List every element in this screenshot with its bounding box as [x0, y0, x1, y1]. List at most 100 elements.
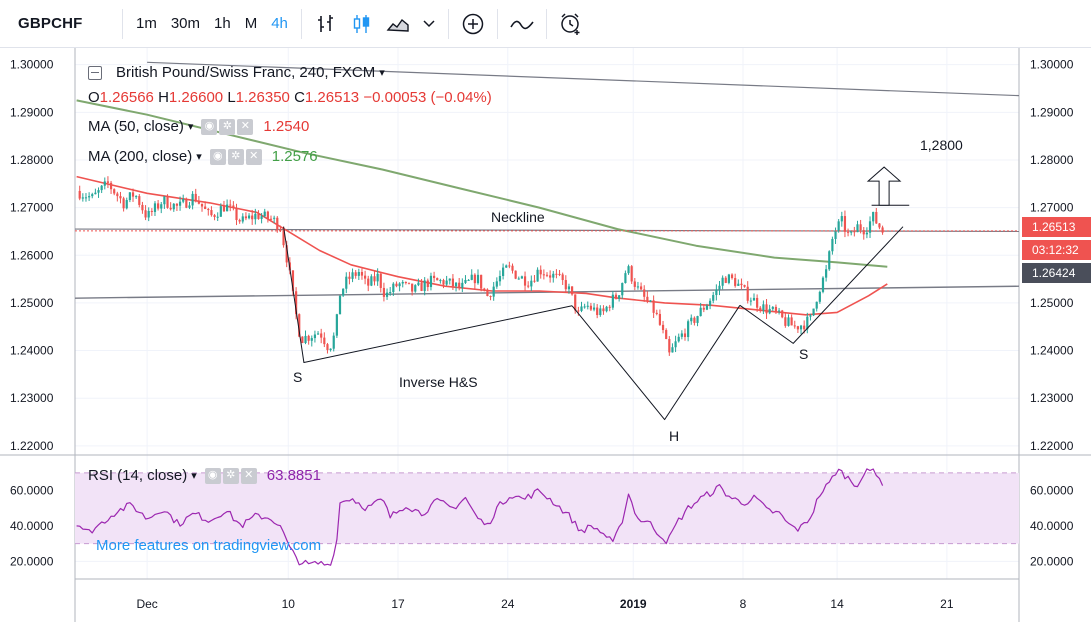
candle-down: [360, 272, 364, 276]
candle-up: [160, 204, 163, 209]
candle-up: [182, 198, 185, 202]
ma50-value: 1.2540: [263, 118, 310, 135]
ohlc-close: 1.26513: [304, 89, 360, 106]
candle-up: [125, 200, 128, 209]
candle-up: [737, 283, 740, 286]
close-icon[interactable]: ✕: [240, 467, 257, 484]
close-icon[interactable]: ✕: [245, 148, 262, 165]
candle-up: [376, 273, 379, 282]
chevron-down-icon[interactable]: ▾: [196, 151, 202, 163]
candle-down: [668, 339, 671, 353]
candle-down: [577, 310, 580, 312]
gear-icon[interactable]: ✲: [222, 467, 239, 484]
interval-1h[interactable]: 1h: [214, 15, 231, 32]
candle-down: [150, 210, 153, 212]
chevron-down-icon[interactable]: [416, 6, 442, 42]
candle-down: [639, 286, 643, 290]
candle-style-icon[interactable]: [344, 6, 380, 42]
candle-down: [197, 201, 200, 204]
eye-icon[interactable]: ◉: [209, 148, 226, 165]
candle-down: [229, 204, 232, 206]
gear-icon[interactable]: ✲: [227, 148, 244, 165]
price-tick-right: 1.30000: [1030, 58, 1074, 72]
candle-down: [458, 282, 461, 288]
candle-up: [335, 314, 338, 336]
chevron-down-icon[interactable]: ▾: [187, 121, 194, 133]
candle-down: [194, 193, 197, 202]
candle-up: [329, 348, 332, 351]
add-indicator-icon[interactable]: [455, 6, 491, 42]
price-tick-left: 1.27000: [10, 201, 54, 215]
bar-style-icon[interactable]: [308, 6, 344, 42]
date-tick: 17: [391, 597, 405, 611]
candle-down: [862, 230, 865, 235]
candle-down: [364, 275, 367, 279]
candle-up: [715, 289, 718, 296]
ma50-label[interactable]: MA (50, close): [88, 118, 184, 135]
alert-clock-icon[interactable]: [553, 6, 589, 42]
symbol-selector[interactable]: GBPCHF: [18, 15, 83, 32]
candle-up: [178, 201, 182, 206]
candle-down: [881, 227, 884, 233]
candle-down: [320, 333, 323, 338]
candle-up: [611, 294, 614, 308]
candle-down: [109, 182, 113, 190]
candles: [75, 176, 1019, 356]
candle-down: [724, 277, 727, 283]
rsi-tick-right: 20.0000: [1030, 554, 1074, 568]
left-shoulder-outline: [283, 226, 573, 363]
candle-up: [850, 231, 853, 233]
candle-down: [251, 215, 254, 220]
rsi-tick-right: 60.0000: [1030, 484, 1074, 498]
interval-1m[interactable]: 1m: [136, 15, 157, 32]
price-axes: 1.30000 1.30000 1.29000 1.29000 1.28000 1.280…: [10, 58, 1074, 569]
ma200-label[interactable]: MA (200, close): [88, 148, 193, 165]
rsi-tick-left: 40.0000: [10, 519, 54, 533]
candle-up: [771, 306, 774, 309]
candle-up: [172, 203, 175, 210]
rsi-value: 63.8851: [266, 467, 321, 484]
area-style-icon[interactable]: [380, 6, 416, 42]
eye-icon[interactable]: ◉: [201, 118, 218, 135]
rsi-overbought-oversold-band: [75, 472, 1019, 544]
date-tick: 14: [830, 597, 844, 611]
candle-down: [244, 216, 248, 219]
interval-30m[interactable]: 30m: [170, 15, 201, 32]
interval-4h[interactable]: 4h: [271, 15, 288, 32]
interval-m[interactable]: M: [244, 15, 258, 32]
price-tick-right: 1.27000: [1030, 201, 1074, 215]
rsi-tick-left: 60.0000: [10, 484, 54, 498]
ma50-line: [76, 175, 888, 316]
chevron-down-icon[interactable]: ▾: [379, 67, 385, 79]
compare-icon[interactable]: [504, 6, 540, 42]
collapse-legend-icon[interactable]: [88, 65, 102, 80]
tradingview-watermark-link[interactable]: More features on tradingview.com: [96, 537, 322, 554]
toolbar-divider: [122, 8, 123, 39]
neckline-label: Neckline: [491, 209, 545, 225]
candle-down: [266, 211, 269, 219]
candle-up: [799, 325, 803, 330]
rsi-series: [76, 468, 884, 566]
candle-up: [828, 251, 831, 270]
candle-up: [226, 204, 229, 212]
candle-down: [213, 215, 216, 218]
candle-up: [721, 277, 724, 286]
close-icon[interactable]: ✕: [237, 118, 254, 135]
candle-up: [392, 283, 395, 293]
candle-down: [451, 278, 455, 287]
candle-up: [865, 232, 868, 235]
candle-up: [696, 316, 699, 323]
ma200-value: 1.2576: [271, 148, 318, 165]
eye-icon[interactable]: ◉: [204, 467, 221, 484]
gear-icon[interactable]: ✲: [219, 118, 236, 135]
ohlc-close-label: C: [294, 89, 305, 106]
price-chart[interactable]: 1.30000 1.30000 1.29000 1.29000 1.28000 1.280…: [0, 48, 1091, 622]
date-tick: 21: [940, 597, 954, 611]
candle-down: [846, 231, 850, 233]
chevron-down-icon[interactable]: ▾: [191, 470, 197, 482]
candle-down: [734, 278, 737, 286]
chart-container[interactable]: 1.30000 1.30000 1.29000 1.29000 1.28000 1.280…: [0, 48, 1091, 622]
rsi-label[interactable]: RSI (14, close): [88, 467, 188, 484]
candle-down: [743, 285, 746, 287]
candle-up: [636, 286, 640, 288]
